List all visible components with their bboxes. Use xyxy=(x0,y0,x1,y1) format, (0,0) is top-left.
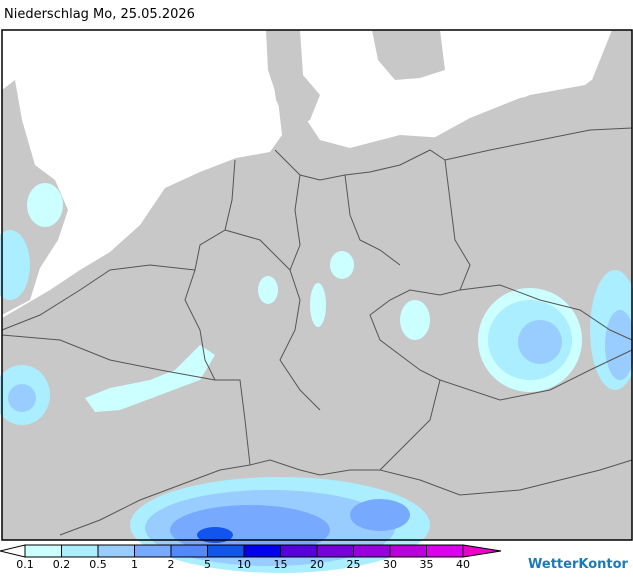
rain-area xyxy=(85,345,215,412)
rain-area xyxy=(197,527,233,543)
legend-label: 15 xyxy=(274,558,288,571)
legend-label: 0.5 xyxy=(89,558,107,571)
legend-arrow-high xyxy=(462,544,502,558)
legend-label: 2 xyxy=(168,558,175,571)
legend: 0.1 0.2 0.5 1 2 5 10 15 20 25 30 35 40 xyxy=(0,544,502,571)
legend-arrow-low xyxy=(0,544,26,558)
legend-label: 20 xyxy=(310,558,324,571)
legend-label: 35 xyxy=(420,558,434,571)
map-title: Niederschlag Mo, 25.05.2026 xyxy=(4,7,195,22)
legend-swatch xyxy=(243,544,281,558)
rain-area xyxy=(350,499,410,531)
rain-area xyxy=(8,384,36,412)
rain-area xyxy=(0,230,30,300)
legend-label: 5 xyxy=(204,558,211,571)
legend-swatch xyxy=(207,544,245,558)
legend-swatch xyxy=(426,544,464,558)
rain-area xyxy=(310,283,326,327)
sweden xyxy=(372,30,445,80)
rain-area xyxy=(330,251,354,279)
rain-area xyxy=(400,300,430,340)
legend-label: 1 xyxy=(131,558,138,571)
north-sea xyxy=(2,30,282,318)
map-frame xyxy=(1,29,633,541)
legend-swatch xyxy=(316,544,354,558)
legend-label: 0.1 xyxy=(16,558,34,571)
legend-label: 40 xyxy=(456,558,470,571)
legend-swatch xyxy=(134,544,172,558)
legend-swatch xyxy=(61,544,99,558)
legend-swatch xyxy=(353,544,391,558)
rain-area xyxy=(27,183,63,227)
brand: WetterKontor xyxy=(528,557,629,572)
legend-label: 30 xyxy=(383,558,397,571)
legend-label: 25 xyxy=(347,558,361,571)
rain-area xyxy=(605,310,633,380)
legend-swatch xyxy=(170,544,208,558)
legend-swatch xyxy=(24,544,62,558)
map xyxy=(0,29,633,573)
legend-label: 0.2 xyxy=(53,558,71,571)
rain-area xyxy=(518,320,562,364)
legend-swatch xyxy=(389,544,427,558)
legend-swatch xyxy=(280,544,318,558)
legend-label: 10 xyxy=(237,558,251,571)
legend-swatch xyxy=(97,544,135,558)
rain-area xyxy=(258,276,278,304)
denmark xyxy=(266,30,320,130)
baltic-coast xyxy=(430,30,632,142)
baltic-sea xyxy=(295,30,612,148)
borders xyxy=(1,127,633,536)
